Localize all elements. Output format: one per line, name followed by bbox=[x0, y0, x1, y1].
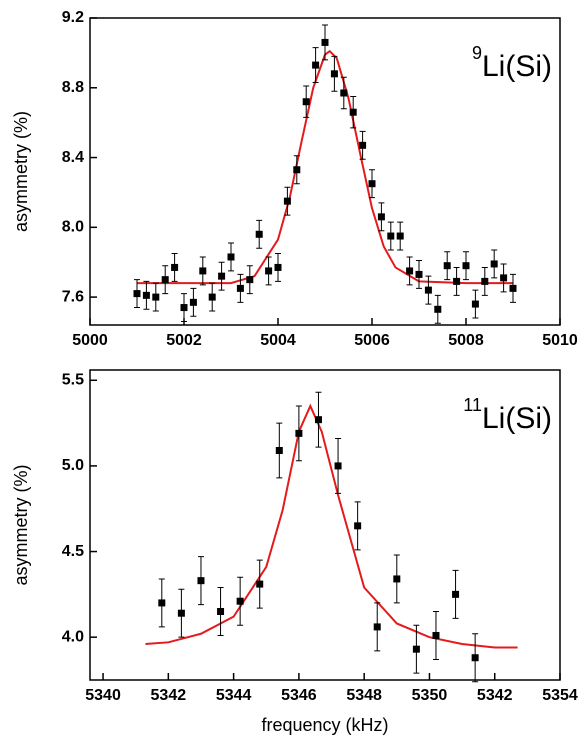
annotation-sup: 11 bbox=[463, 395, 482, 415]
data-point bbox=[274, 263, 282, 271]
data-point bbox=[302, 98, 310, 106]
data-point bbox=[217, 607, 225, 615]
x-tick-label: 5342 bbox=[151, 687, 187, 704]
data-point bbox=[152, 293, 160, 301]
y-tick-label: 8.4 bbox=[62, 149, 84, 166]
x-tick-label: 5350 bbox=[412, 687, 448, 704]
data-point bbox=[415, 270, 423, 278]
data-point bbox=[354, 522, 362, 530]
y-tick-label: 8.0 bbox=[62, 219, 84, 236]
x-tick-label: 5348 bbox=[346, 687, 382, 704]
data-point bbox=[334, 462, 342, 470]
data-point bbox=[265, 267, 273, 275]
y-tick-label: 5.0 bbox=[62, 457, 84, 474]
data-point bbox=[452, 590, 460, 598]
data-point bbox=[406, 267, 414, 275]
data-point bbox=[180, 304, 188, 312]
data-point bbox=[471, 300, 479, 308]
y-tick-label: 4.5 bbox=[62, 543, 84, 560]
data-point bbox=[312, 61, 320, 69]
data-point bbox=[377, 213, 385, 221]
data-point bbox=[462, 262, 470, 270]
x-tick-label: 5346 bbox=[281, 687, 317, 704]
x-tick-label: 5354 bbox=[542, 687, 578, 704]
annotation: 9Li(Si) bbox=[472, 43, 552, 83]
data-point bbox=[349, 108, 357, 116]
fit-line bbox=[145, 403, 518, 649]
data-point bbox=[443, 262, 451, 270]
data-point bbox=[161, 276, 169, 284]
plot-frame bbox=[89, 369, 561, 681]
data-point bbox=[142, 291, 150, 299]
x-axis-label: frequency (kHz) bbox=[261, 715, 388, 735]
data-point bbox=[227, 253, 235, 261]
x-tick-label: 5342 bbox=[477, 687, 513, 704]
x-tick-label: 5008 bbox=[448, 332, 484, 349]
x-tick-label: 5006 bbox=[354, 332, 390, 349]
data-point bbox=[393, 575, 401, 583]
data-point bbox=[481, 277, 489, 285]
data-point bbox=[236, 284, 244, 292]
data-point bbox=[432, 631, 440, 639]
data-point bbox=[500, 274, 508, 282]
x-tick-label: 5000 bbox=[72, 332, 108, 349]
data-point bbox=[387, 232, 395, 240]
data-point bbox=[396, 232, 404, 240]
data-point bbox=[197, 577, 205, 585]
plot-frame bbox=[89, 17, 561, 326]
fit-line bbox=[137, 49, 513, 285]
x-tick-label: 5010 bbox=[542, 332, 578, 349]
annotation-text: Li(Si) bbox=[482, 50, 552, 83]
y-tick-label: 5.5 bbox=[62, 371, 84, 388]
data-point bbox=[368, 180, 376, 188]
data-point bbox=[293, 166, 301, 174]
data-point bbox=[295, 429, 303, 437]
data-point bbox=[218, 272, 226, 280]
data-point bbox=[199, 267, 207, 275]
annotation-sup: 9 bbox=[472, 43, 482, 63]
data-point bbox=[158, 599, 166, 607]
y-tick-label: 8.8 bbox=[62, 79, 84, 96]
data-point bbox=[321, 38, 329, 46]
data-point bbox=[283, 197, 291, 205]
data-point bbox=[412, 645, 420, 653]
data-point bbox=[340, 89, 348, 97]
y-tick-label: 4.0 bbox=[62, 628, 84, 645]
annotation: 11Li(Si) bbox=[463, 395, 552, 435]
x-tick-label: 5004 bbox=[260, 332, 296, 349]
x-tick-label: 5340 bbox=[85, 687, 121, 704]
data-point bbox=[314, 416, 322, 424]
data-point bbox=[255, 230, 263, 238]
data-point bbox=[373, 623, 381, 631]
x-tick-label: 5002 bbox=[166, 332, 202, 349]
data-point bbox=[171, 263, 179, 271]
data-point bbox=[424, 286, 432, 294]
y-axis-label: asymmetry (%) bbox=[11, 111, 31, 232]
data-point bbox=[177, 609, 185, 617]
annotation-text: Li(Si) bbox=[482, 402, 552, 435]
data-point bbox=[246, 276, 254, 284]
data-point bbox=[359, 141, 367, 149]
x-tick-label: 5344 bbox=[216, 687, 252, 704]
y-axis-label: asymmetry (%) bbox=[11, 465, 31, 586]
data-point bbox=[453, 277, 461, 285]
data-point bbox=[189, 298, 197, 306]
data-point bbox=[509, 284, 517, 292]
data-point bbox=[275, 446, 283, 454]
data-point bbox=[434, 305, 442, 313]
data-point bbox=[330, 70, 338, 78]
data-point bbox=[236, 597, 244, 605]
data-point bbox=[133, 290, 141, 298]
data-point bbox=[256, 580, 264, 588]
data-point bbox=[490, 260, 498, 268]
data-point bbox=[208, 293, 216, 301]
y-tick-label: 9.2 bbox=[62, 9, 84, 26]
y-tick-label: 7.6 bbox=[62, 288, 84, 305]
data-point bbox=[471, 654, 479, 662]
